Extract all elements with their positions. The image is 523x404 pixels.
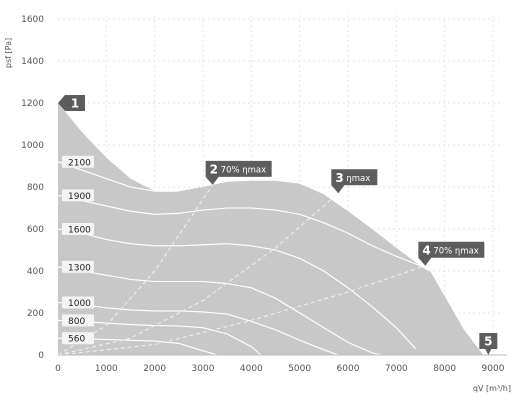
speed-label-800: 800 bbox=[62, 314, 94, 327]
marker-label: 70% ηmax bbox=[433, 246, 479, 256]
marker-pointer bbox=[485, 349, 492, 355]
x-tick-label: 1000 bbox=[95, 364, 118, 374]
axes: psf [Pa] qV [m³/h] bbox=[4, 38, 511, 393]
marker-badge bbox=[58, 95, 85, 111]
operating-range-area bbox=[58, 103, 484, 355]
efficiency-line-4 bbox=[57, 265, 426, 356]
speed-label-text: 800 bbox=[68, 317, 85, 327]
speed-label-text: 1300 bbox=[68, 263, 91, 273]
marker-badge bbox=[479, 333, 498, 349]
speed-labels: 2100 1900 1600 1300 1000 800 560 bbox=[62, 155, 94, 345]
marker-1: 1 bbox=[58, 95, 85, 111]
y-tick-label: 600 bbox=[27, 225, 44, 235]
marker-badge bbox=[205, 160, 272, 185]
x-tick-label: 0 bbox=[55, 364, 61, 374]
x-tick-label: 8000 bbox=[433, 364, 456, 374]
speed-label-box bbox=[62, 314, 94, 327]
y-tick-label: 400 bbox=[27, 267, 44, 277]
y-tick-label: 800 bbox=[27, 183, 44, 193]
x-tick-label: 9000 bbox=[482, 364, 505, 374]
speed-label-1300: 1300 bbox=[62, 260, 94, 273]
speed-label-text: 1000 bbox=[68, 299, 91, 309]
y-tick-label: 0 bbox=[38, 351, 44, 361]
y-tick-label: 200 bbox=[27, 309, 44, 319]
speed-curve-1600 bbox=[57, 228, 417, 350]
y-tick-label: 1600 bbox=[21, 15, 44, 25]
x-tick-label: 6000 bbox=[337, 364, 360, 374]
x-tick-label: 4000 bbox=[240, 364, 263, 374]
speed-curves bbox=[57, 161, 431, 356]
marker-number: 2 bbox=[210, 162, 218, 176]
speed-label-box bbox=[62, 223, 94, 235]
y-tick-label: 1400 bbox=[21, 57, 44, 67]
speed-curve-800 bbox=[57, 319, 262, 356]
efficiency-line-3 bbox=[57, 192, 339, 356]
marker-number: 3 bbox=[335, 171, 343, 185]
x-tick-label: 2000 bbox=[143, 364, 166, 374]
speed-label-text: 1900 bbox=[68, 192, 91, 202]
speed-curve-1300 bbox=[57, 266, 382, 356]
marker-5: 5 bbox=[479, 333, 498, 355]
y-tick-label: 1200 bbox=[21, 99, 44, 109]
speed-label-box bbox=[62, 155, 94, 168]
speed-label-text: 560 bbox=[68, 335, 85, 345]
marker-2: 2 70% ηmax bbox=[205, 160, 272, 185]
speed-label-1900: 1900 bbox=[62, 189, 94, 202]
speed-label-2100: 2100 bbox=[62, 155, 94, 168]
x-tick-label: 5000 bbox=[288, 364, 311, 374]
y-axis-title: psf [Pa] bbox=[4, 38, 13, 68]
speed-curve-1900 bbox=[57, 194, 431, 272]
marker-badge bbox=[418, 241, 485, 266]
speed-label-text: 1600 bbox=[68, 226, 91, 236]
speed-label-box bbox=[62, 260, 94, 273]
speed-curve-1000 bbox=[57, 301, 339, 356]
x-axis-title: qV [m³/h] bbox=[473, 384, 511, 393]
marker-number: 4 bbox=[422, 243, 430, 257]
marker-label: ηmax bbox=[346, 174, 370, 184]
marker-number: 1 bbox=[71, 97, 79, 111]
speed-label-1000: 1000 bbox=[62, 296, 94, 309]
speed-label-box bbox=[62, 296, 94, 309]
speed-label-box bbox=[62, 332, 94, 345]
plot-area bbox=[58, 103, 484, 355]
speed-label-text: 2100 bbox=[68, 158, 91, 168]
x-tick-label: 7000 bbox=[385, 364, 408, 374]
speed-label-560: 560 bbox=[62, 332, 94, 345]
marker-label: 70% ηmax bbox=[221, 165, 267, 175]
speed-label-box bbox=[62, 189, 94, 202]
speed-curve-2100 bbox=[57, 161, 179, 192]
marker-badge bbox=[331, 169, 378, 194]
marker-3: 3 ηmax bbox=[331, 169, 378, 194]
speed-label-1600: 1600 bbox=[62, 223, 94, 236]
y-tick-label: 1000 bbox=[21, 141, 44, 151]
marker-4: 4 70% ηmax bbox=[418, 241, 485, 266]
x-tick-label: 3000 bbox=[192, 364, 215, 374]
marker-number: 5 bbox=[484, 335, 492, 349]
